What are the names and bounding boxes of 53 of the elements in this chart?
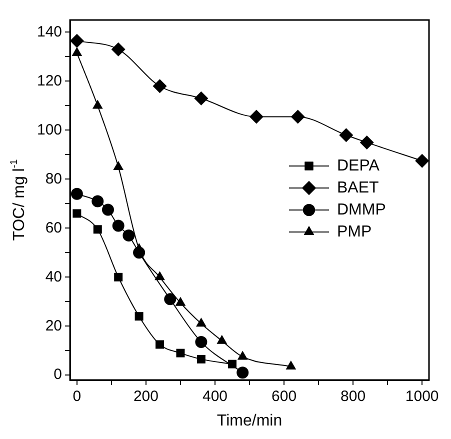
point [415,154,429,168]
y-tick-label: 20 [45,317,62,334]
point [339,128,354,142]
point [156,340,164,349]
point [93,225,102,234]
legend-label: BAET [337,179,380,196]
y-tick-label: 100 [36,121,62,138]
y-tick-label: 120 [36,72,62,90]
legend-label: DMMP [337,201,386,218]
point [360,135,374,150]
y-tick-label: 80 [45,170,62,188]
point [70,34,84,48]
y-tick-label: 40 [45,268,62,286]
point [72,209,82,218]
point [196,318,206,327]
point [114,272,123,282]
point [70,188,83,200]
point [286,360,296,370]
x-tick-label: 600 [272,388,297,406]
y-tick-label: 140 [36,23,62,40]
point [194,91,208,106]
point [92,195,104,208]
point [122,230,135,242]
y-axis-title: TOC/ mg l-1 [9,158,28,241]
point [290,110,305,124]
point [154,271,165,280]
x-tick-label: 400 [202,388,228,406]
x-tick-label: 0 [72,388,82,406]
x-tick-label: 800 [340,388,366,406]
x-axis-title: Time/min [216,412,282,430]
y-tick-label: 0 [54,366,62,384]
point [113,160,124,170]
legend-label: DEPA [337,157,380,174]
point [237,350,248,360]
point [112,220,124,232]
x-tick-label: 200 [133,388,158,406]
point [236,366,249,379]
point [111,42,126,56]
point [134,312,144,321]
point [72,47,82,56]
point [176,348,185,358]
y-tick-label: 60 [45,219,62,236]
point [102,204,114,216]
point [92,100,103,109]
point [152,79,167,94]
point [216,334,228,344]
point [195,336,208,348]
point [175,296,186,306]
point [164,293,176,306]
legend-label: PMP [337,223,372,240]
point [249,110,264,124]
x-tick-label: 1000 [405,388,439,406]
point [196,354,206,364]
